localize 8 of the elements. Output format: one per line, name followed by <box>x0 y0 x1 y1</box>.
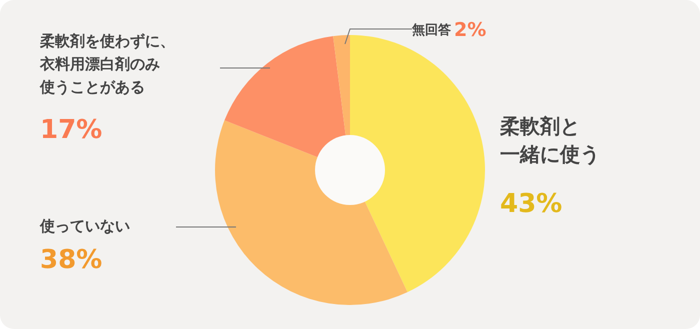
slice-label: 無回答 <box>411 23 451 38</box>
slice-label: 使っていない <box>39 217 130 235</box>
data-label: 17% <box>40 115 102 145</box>
slice-label: 柔軟剤を使わずに、衣料用漂白剤のみ使うことがある <box>39 32 175 96</box>
slice-label: 柔軟剤と一緒に使う <box>499 114 600 166</box>
data-label: 2% <box>454 19 486 41</box>
data-label: 43% <box>500 189 562 219</box>
data-label: 38% <box>40 245 102 275</box>
